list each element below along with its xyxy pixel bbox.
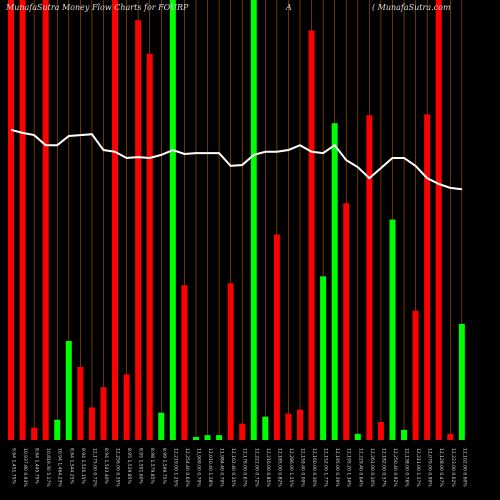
x-tick-label: 11,984.40 0.79% (219, 448, 225, 487)
x-tick-label: 8.94 1,526.15% (80, 448, 86, 484)
x-tick-label: 11,909.00 0.79% (195, 448, 201, 487)
bar (389, 219, 396, 440)
bar (158, 412, 165, 440)
bar (216, 435, 223, 440)
x-tick-label: 12,176.00 0.67% (242, 448, 248, 487)
bar (8, 0, 14, 440)
x-tick-label: 12,010.40 1.18% (207, 448, 213, 487)
x-tick-label: 12,261.00 0.10% (369, 448, 375, 487)
x-tick-label: 8.64 1,544.25% (68, 448, 74, 484)
bar (273, 234, 280, 440)
bar (331, 123, 338, 440)
x-tick-label: 8.94 1,543.40% (103, 448, 109, 484)
bar (308, 30, 315, 441)
bar (146, 53, 153, 441)
x-tick-label: 12,128.00 0.47% (438, 448, 444, 487)
chart-subtitle: A (285, 3, 292, 12)
money-flow-line (10, 128, 462, 191)
x-tick-label: 12,185.00 0.82% (276, 448, 282, 487)
bar (19, 0, 26, 440)
bar (262, 416, 269, 440)
bar (88, 407, 95, 440)
x-tick-label: 12,175.00 0.72% (91, 448, 97, 487)
bar (320, 276, 327, 440)
bar (412, 310, 419, 440)
x-tick-label: 12,182.00 0.37% (380, 448, 386, 487)
x-tick-label: 8.95 1,591.60% (138, 448, 144, 484)
x-tick-label: 12,159.40 0.09% (300, 448, 306, 487)
bar (123, 374, 130, 440)
x-tick-label: 9.64 1,451.75% (11, 448, 17, 484)
bar (54, 419, 61, 440)
x-tick-label: 12,216.00 0.85% (265, 448, 271, 487)
x-tick-label: 12,229.40 0.64% (357, 448, 363, 487)
source: ( MunafaSutra.com (372, 3, 451, 12)
bar (65, 341, 72, 440)
chart-title: MunafaSutra Money Flow Charts for FOURP (5, 3, 189, 12)
x-tick-label: 12,256.00 0.35% (115, 448, 121, 487)
x-tick-label: 12,250.40 0.92% (392, 448, 398, 487)
x-tick-label: 12,195.00 0.39% (334, 448, 340, 487)
x-tick-label: 10,937.80 0.93% (22, 448, 28, 487)
bar (227, 283, 234, 440)
x-tick-label: 12,162.40 0.35% (230, 448, 236, 487)
bar (447, 433, 454, 440)
x-tick-label: 8.99 1,599.75% (161, 448, 167, 484)
x-tick-label: 12,102.00 0.60% (461, 448, 467, 487)
bar (239, 423, 246, 440)
bar (366, 115, 373, 440)
x-tick-label: 12,195.20 1.34% (346, 448, 352, 487)
x-tick-label: 12,138.00 0.76% (404, 448, 410, 487)
bar (435, 0, 442, 440)
bar (285, 413, 292, 440)
x-tick-label: 12,152.00 1.77% (323, 448, 329, 487)
x-tick-label: 12,286.00 1.15% (288, 448, 294, 487)
bar (458, 323, 465, 440)
bar (77, 366, 84, 440)
x-tick-label: 10.94 1,464.23% (57, 448, 63, 487)
bar (424, 114, 431, 441)
x-tick-label: 10,819.30 5.17% (45, 448, 51, 487)
x-tick-label: 8.64 1,445.75% (34, 448, 40, 484)
x-tick-label: 12,211.00 1.17% (415, 448, 421, 487)
bar (377, 421, 384, 440)
bar (354, 433, 361, 440)
bar (343, 203, 350, 440)
bar (169, 0, 176, 440)
bar (250, 0, 257, 440)
bar (181, 285, 188, 440)
x-tick-label: 8.95 1,519.85% (126, 448, 132, 484)
bar (297, 409, 303, 440)
bar (42, 0, 49, 440)
x-tick-label: 12,223.00 0.62% (450, 448, 456, 487)
x-tick-label: 12,222.00 0.72% (253, 448, 259, 487)
x-tick-label: 12,160.00 0.30% (311, 448, 317, 487)
x-tick-label: 12,219.00 1.25% (172, 448, 178, 487)
bar (204, 435, 211, 440)
x-tick-label: 8.98 1,579.85% (149, 448, 155, 484)
bar (31, 427, 38, 440)
bar (135, 20, 142, 441)
x-tick-label: 12,079.00 0.99% (427, 448, 433, 487)
bar (100, 387, 107, 440)
bar (401, 429, 408, 440)
bar (192, 436, 199, 440)
plot: 9.64 1,451.75% 10,937.80 0.93% 8.64 1,445.… (8, 0, 467, 487)
bar (112, 0, 119, 440)
x-tick-label: 12,254.40 0.63% (184, 448, 190, 487)
